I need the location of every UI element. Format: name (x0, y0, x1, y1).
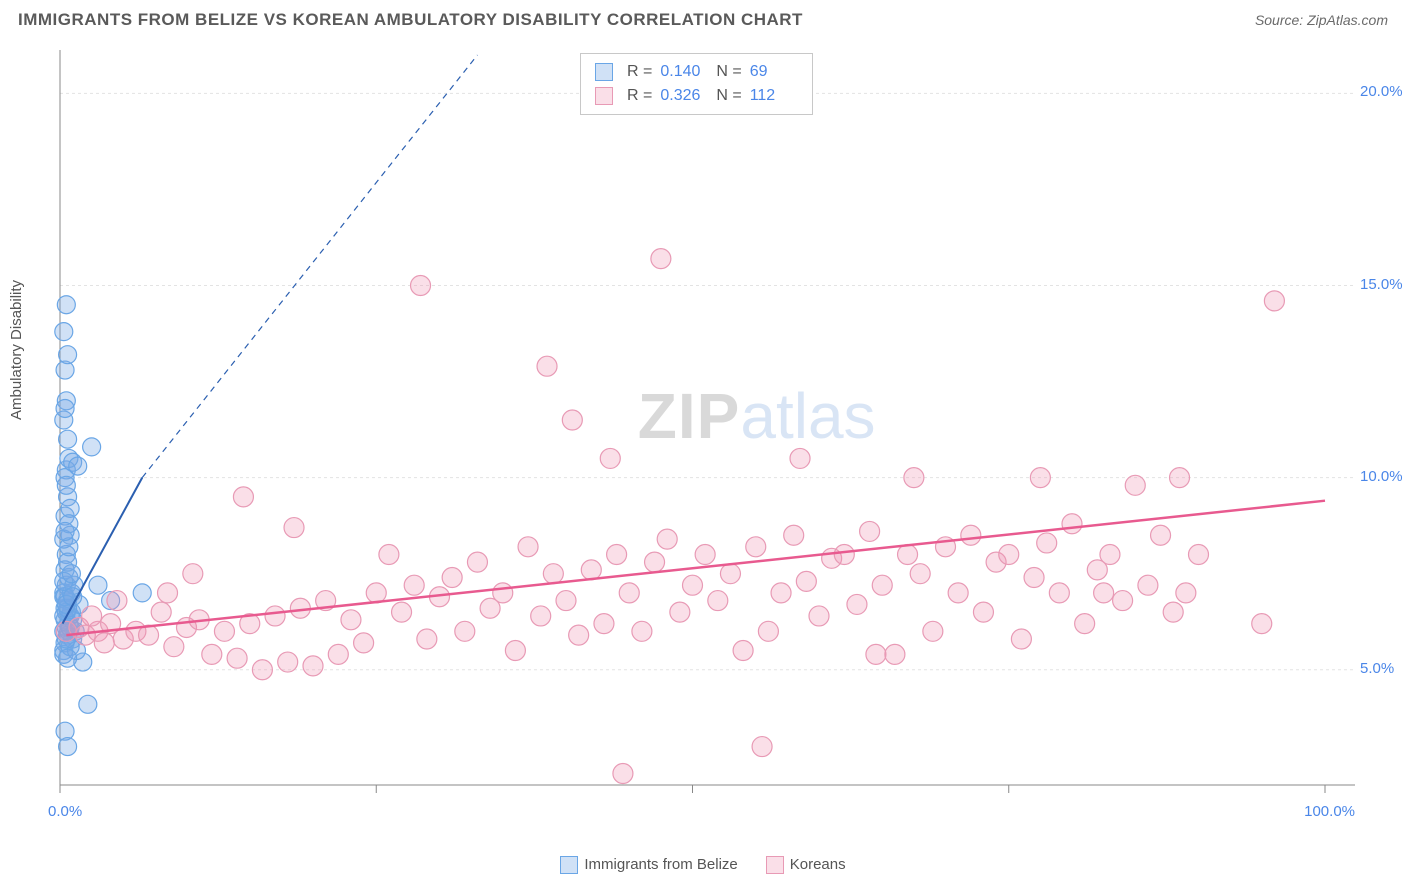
legend-swatch (560, 856, 578, 874)
legend-item-belize: Immigrants from Belize (560, 856, 737, 874)
stats-swatch (595, 87, 613, 105)
x-tick-label: 100.0% (1304, 803, 1355, 820)
legend-swatch (766, 856, 784, 874)
stat-r-label: R = (627, 60, 652, 84)
stat-n-label: N = (716, 84, 741, 108)
stat-n-label: N = (716, 60, 741, 84)
stat-r-value: 0.326 (660, 84, 708, 108)
source-prefix: Source: (1255, 12, 1307, 28)
series-legend: Immigrants from Belize Koreans (0, 856, 1406, 874)
y-tick-label: 10.0% (1360, 468, 1403, 485)
stats-row-belize: R = 0.140 N = 69 (595, 60, 798, 84)
stat-n-value: 112 (750, 84, 798, 108)
x-tick-label: 0.0% (48, 803, 82, 820)
page-title: IMMIGRANTS FROM BELIZE VS KOREAN AMBULAT… (18, 10, 803, 30)
legend-label: Koreans (790, 856, 846, 873)
legend-item-koreans: Koreans (766, 856, 846, 874)
stats-row-koreans: R = 0.326 N = 112 (595, 84, 798, 108)
correlation-stats-box: R = 0.140 N = 69 R = 0.326 N = 112 (580, 53, 813, 115)
stats-swatch (595, 63, 613, 81)
y-tick-label: 20.0% (1360, 83, 1403, 100)
scatter-chart (45, 45, 1365, 825)
stat-r-label: R = (627, 84, 652, 108)
source-name: ZipAtlas.com (1307, 12, 1388, 28)
y-tick-label: 15.0% (1360, 276, 1403, 293)
legend-label: Immigrants from Belize (584, 856, 737, 873)
stat-r-value: 0.140 (660, 60, 708, 84)
source-attribution: Source: ZipAtlas.com (1255, 12, 1388, 28)
stat-n-value: 69 (750, 60, 798, 84)
y-axis-label: Ambulatory Disability (8, 280, 25, 420)
chart-area: R =0.140N =69R =0.326N =112 ZIPatlas (45, 45, 1365, 825)
y-tick-label: 5.0% (1360, 660, 1394, 677)
